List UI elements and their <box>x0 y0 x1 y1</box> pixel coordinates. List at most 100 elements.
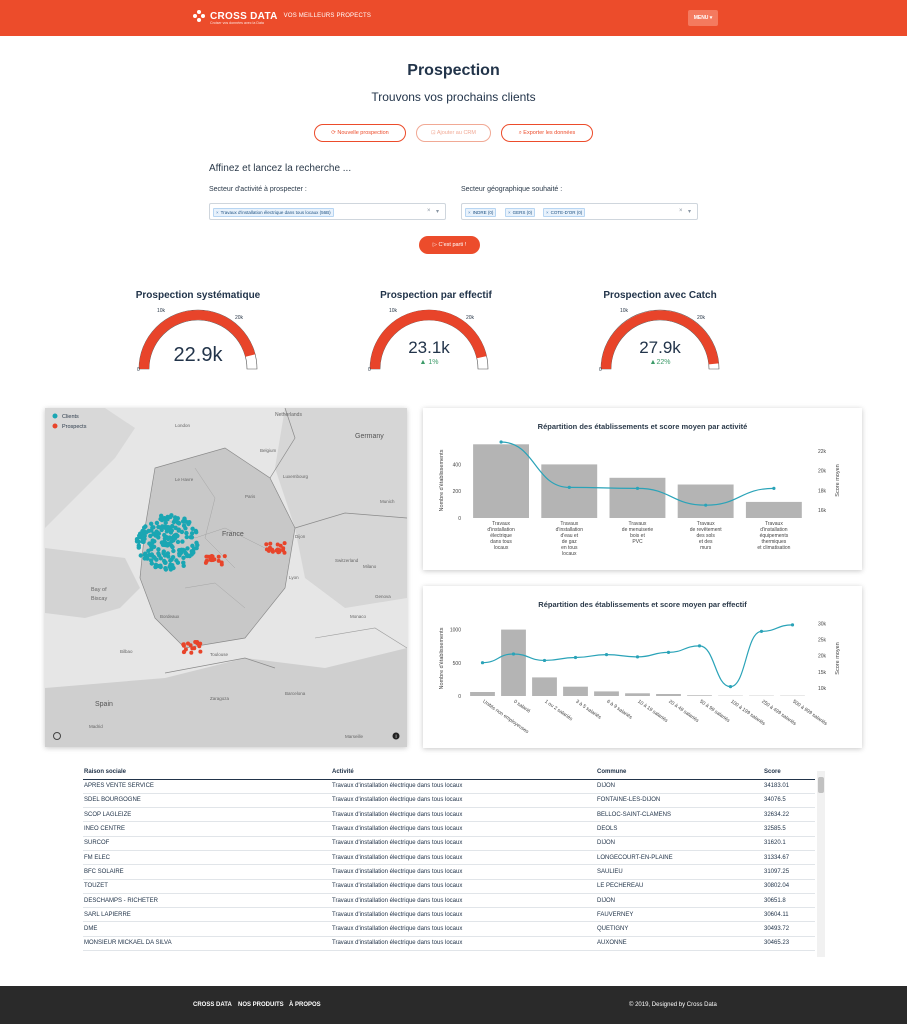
menu-button[interactable]: MENU ▾ <box>688 10 718 26</box>
client-marker[interactable] <box>193 528 199 534</box>
table-row[interactable]: MONSIEUR MICKAEL DA SILVA Travaux d'insta… <box>83 936 815 952</box>
prospect-marker[interactable] <box>275 542 280 547</box>
table-row[interactable]: INEO CENTRE Travaux d'installation électr… <box>83 821 815 837</box>
chip-remove-icon[interactable]: × <box>468 210 471 215</box>
launch-search-button[interactable]: ▷ C'est parti ! <box>419 236 480 254</box>
client-marker[interactable] <box>149 521 154 526</box>
bar[interactable] <box>532 677 557 696</box>
client-marker[interactable] <box>156 551 161 556</box>
clear-icon[interactable]: × <box>679 208 683 214</box>
client-marker[interactable] <box>159 513 164 518</box>
client-marker[interactable] <box>167 564 172 569</box>
client-marker[interactable] <box>158 563 163 568</box>
score-point[interactable] <box>635 655 640 659</box>
results-table-container[interactable]: Raison sociale Activité Commune Score AP… <box>83 765 825 957</box>
bar[interactable] <box>541 464 598 518</box>
client-marker[interactable] <box>188 535 193 540</box>
score-point[interactable] <box>697 644 702 648</box>
client-marker[interactable] <box>154 520 160 526</box>
table-row[interactable]: DESCHAMPS - RICHETER Travaux d'installati… <box>83 893 815 909</box>
client-marker[interactable] <box>174 558 179 563</box>
client-marker[interactable] <box>168 514 173 520</box>
bar[interactable] <box>594 691 619 696</box>
client-marker[interactable] <box>180 539 185 544</box>
score-point[interactable] <box>542 658 547 663</box>
client-marker[interactable] <box>150 538 155 543</box>
client-marker[interactable] <box>181 555 186 560</box>
client-marker[interactable] <box>176 528 181 533</box>
table-scrollbar[interactable] <box>817 771 825 957</box>
prospect-marker[interactable] <box>204 554 209 559</box>
bar[interactable] <box>656 694 681 696</box>
client-marker[interactable] <box>148 533 153 539</box>
client-marker[interactable] <box>185 553 190 559</box>
client-marker[interactable] <box>143 551 148 556</box>
client-marker[interactable] <box>149 552 155 557</box>
client-marker[interactable] <box>182 516 187 521</box>
client-marker[interactable] <box>154 557 159 562</box>
prospect-marker[interactable] <box>282 550 287 555</box>
score-point[interactable] <box>790 623 795 627</box>
client-marker[interactable] <box>163 567 169 572</box>
prospect-marker[interactable] <box>282 541 287 546</box>
table-row[interactable]: BFC SOLAIRE Travaux d'installation électr… <box>83 864 815 880</box>
attribution-icon[interactable] <box>53 732 61 740</box>
client-marker[interactable] <box>189 549 194 554</box>
bar[interactable] <box>609 477 666 518</box>
table-row[interactable]: TOUZET Travaux d'installation électrique … <box>83 879 815 894</box>
score-point[interactable] <box>573 655 578 660</box>
client-marker[interactable] <box>161 551 166 556</box>
dropdown-arrow-icon[interactable]: ▾ <box>688 209 692 215</box>
prospect-marker[interactable] <box>204 559 209 563</box>
bar[interactable] <box>687 695 712 696</box>
client-marker[interactable] <box>189 531 195 536</box>
client-marker[interactable] <box>173 525 178 531</box>
prospect-marker[interactable] <box>193 640 198 644</box>
prospect-marker[interactable] <box>264 542 269 547</box>
score-point[interactable] <box>604 653 609 657</box>
bar[interactable] <box>473 444 529 518</box>
prospect-marker[interactable] <box>264 547 269 552</box>
client-marker[interactable] <box>181 560 186 565</box>
client-marker[interactable] <box>158 516 163 522</box>
client-marker[interactable] <box>158 525 164 531</box>
footer-link-products[interactable]: NOS PRODUITS <box>238 1002 284 1008</box>
table-row[interactable]: SDEL BOURGOGNE Travaux d'installation éle… <box>83 793 815 809</box>
client-marker[interactable] <box>190 526 195 531</box>
bar[interactable] <box>563 686 588 696</box>
client-marker[interactable] <box>167 525 172 530</box>
prospect-marker[interactable] <box>181 642 186 647</box>
footer-link-crossdata[interactable]: CROSS DATA <box>193 1002 232 1008</box>
column-header[interactable]: Commune <box>596 765 763 780</box>
client-marker[interactable] <box>184 534 189 540</box>
client-marker[interactable] <box>175 539 181 545</box>
client-marker[interactable] <box>150 525 155 530</box>
bar[interactable] <box>745 501 802 518</box>
chip-remove-icon[interactable]: × <box>546 210 549 215</box>
client-marker[interactable] <box>173 515 178 520</box>
chart-activity[interactable]: 0 200 400 16k 18k 20k 22k Nombre d'établissemen… <box>423 408 862 570</box>
prospect-marker[interactable] <box>211 558 216 562</box>
client-marker[interactable] <box>176 521 182 526</box>
client-marker[interactable] <box>162 542 167 547</box>
client-marker[interactable] <box>143 524 148 529</box>
client-marker[interactable] <box>138 553 143 558</box>
prospect-marker[interactable] <box>183 647 188 652</box>
table-row[interactable]: SCOP LAGLEIZE Travaux d'installation élec… <box>83 807 815 823</box>
prospect-marker[interactable] <box>216 554 221 559</box>
clear-icon[interactable]: × <box>427 208 431 214</box>
client-marker[interactable] <box>136 543 141 548</box>
prospect-marker[interactable] <box>188 643 193 648</box>
score-point[interactable] <box>480 661 485 665</box>
map-card[interactable]: Clients Prospects Netherlands London Bel… <box>45 408 407 747</box>
prospect-marker[interactable] <box>198 649 203 654</box>
chart-effectif[interactable]: 0 500 1000 10k 15k 20k 25k 30k Nombre d'établiss… <box>423 586 862 748</box>
new-prospection-button[interactable]: ⟳ Nouvelle prospection <box>314 124 406 142</box>
client-marker[interactable] <box>165 536 171 542</box>
client-marker[interactable] <box>154 563 159 568</box>
client-marker[interactable] <box>158 556 163 561</box>
client-marker[interactable] <box>142 530 148 535</box>
client-marker[interactable] <box>169 557 174 562</box>
bar[interactable] <box>625 693 650 696</box>
client-marker[interactable] <box>156 547 161 552</box>
